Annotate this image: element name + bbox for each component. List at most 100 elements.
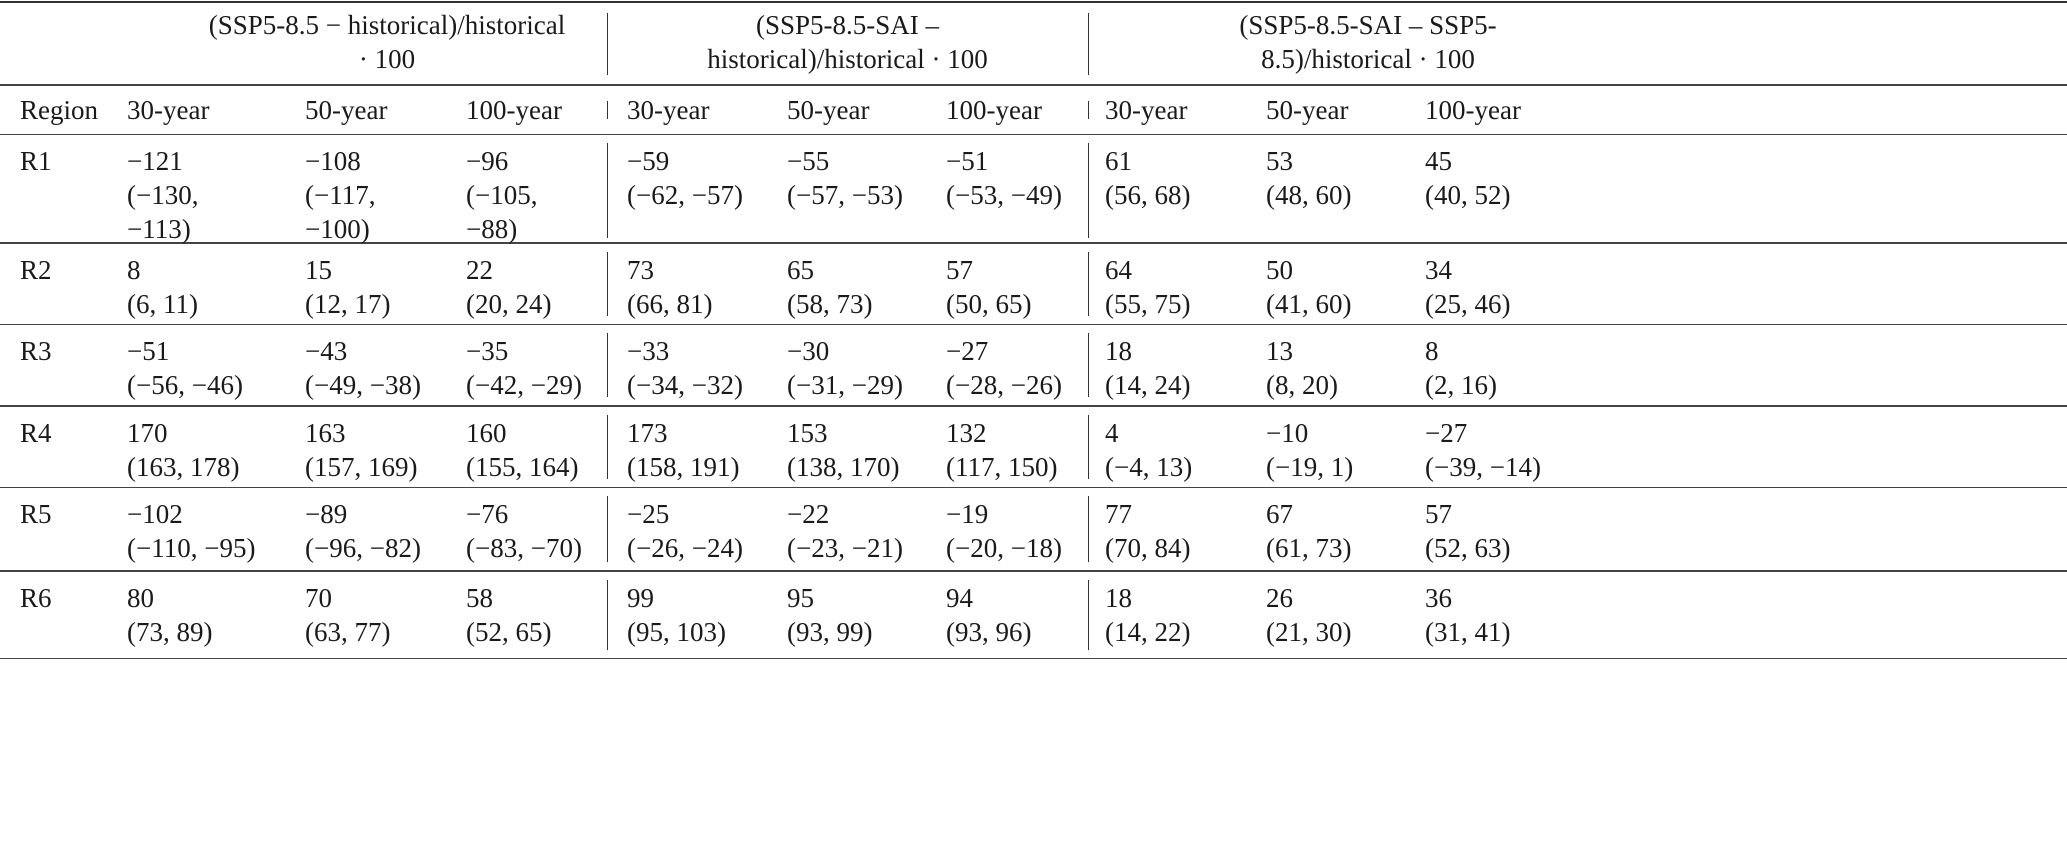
table-cell: 160 (155, 164) — [466, 407, 607, 487]
table-cell: 58 (52, 65) — [466, 572, 607, 658]
table-cell: 53 (48, 60) — [1266, 135, 1425, 246]
cell-confidence-interval: (−26, −24) — [627, 533, 743, 563]
cell-value: −108 — [305, 146, 361, 176]
region-label: R3 — [20, 336, 52, 366]
region-label: R1 — [20, 146, 52, 176]
table-cell: 170 (163, 178) — [127, 407, 305, 487]
cell-confidence-interval: (−49, −38) — [305, 370, 421, 400]
cell-value: −22 — [787, 499, 830, 529]
cell-value: 18 — [1105, 336, 1132, 366]
cell-value: 64 — [1105, 254, 1132, 285]
table-cell: 95 (93, 99) — [787, 572, 946, 658]
region-label: R2 — [20, 254, 52, 285]
cell-value: 77 — [1105, 499, 1132, 529]
group-header-ssp585-vs-historical: (SSP5-8.5 − historical)/historical · 100 — [208, 10, 566, 74]
cell-value: −121 — [127, 146, 183, 176]
row-rule — [0, 242, 2067, 244]
column-header-100-year: 100-year — [466, 94, 562, 125]
cell-confidence-interval: (−130, −113) — [127, 180, 199, 244]
cell-value: −43 — [305, 336, 348, 366]
table-cell: −27 (−28, −26) — [946, 325, 1088, 405]
cell-confidence-interval: (−105, −88) — [466, 180, 538, 244]
cell-value: 18 — [1105, 582, 1132, 613]
table-cell: 99 (95, 103) — [607, 572, 787, 658]
cell-value: −55 — [787, 146, 830, 176]
cell-confidence-interval: (117, 150) — [946, 451, 1058, 482]
cell-value: 170 — [127, 417, 168, 448]
cell-confidence-interval: (52, 63) — [1425, 533, 1511, 563]
cell-confidence-interval: (48, 60) — [1266, 180, 1352, 210]
cell-value: −19 — [946, 499, 989, 529]
cell-confidence-interval: (6, 11) — [127, 288, 198, 319]
cell-confidence-interval: (56, 68) — [1105, 180, 1191, 210]
cell-value: 8 — [1425, 336, 1439, 366]
table-row-r2: R2 8 (6, 11) 15 (12, 17) 22 (20, 24) 73 (66, 81)… — [0, 244, 2067, 324]
cell-value: −25 — [627, 499, 670, 529]
table-cell: 80 (73, 89) — [127, 572, 305, 658]
table-cell: −19 (−20, −18) — [946, 488, 1088, 570]
table-row-r4: R4 170 (163, 178) 163 (157, 169) 160 (155, 164… — [0, 407, 2067, 487]
results-table: (SSP5-8.5 − historical)/historical · 100… — [0, 1, 2067, 659]
table-cell: 163 (157, 169) — [305, 407, 466, 487]
cell-value: 58 — [466, 582, 493, 613]
table-cell: 132 (117, 150) — [946, 407, 1088, 487]
cell-value: 8 — [127, 254, 141, 285]
cell-confidence-interval: (157, 169) — [305, 451, 418, 482]
table-cell: 70 (63, 77) — [305, 572, 466, 658]
cell-confidence-interval: (21, 30) — [1266, 616, 1352, 647]
cell-value: 34 — [1425, 254, 1452, 285]
cell-value: 65 — [787, 254, 814, 285]
cell-confidence-interval: (93, 96) — [946, 616, 1032, 647]
cell-confidence-interval: (41, 60) — [1266, 288, 1352, 319]
cell-confidence-interval: (−117, −100) — [305, 180, 376, 244]
column-header-100-year: 100-year — [946, 94, 1042, 125]
table-cell: −51 (−53, −49) — [946, 135, 1088, 246]
cell-value: 22 — [466, 254, 493, 285]
table-cell: −25 (−26, −24) — [607, 488, 787, 570]
table-cell: 15 (12, 17) — [305, 244, 466, 324]
cell-confidence-interval: (95, 103) — [627, 616, 726, 647]
table-cell: 67 (61, 73) — [1266, 488, 1425, 570]
table-cell: 64 (55, 75) — [1088, 244, 1266, 324]
cell-value: −51 — [946, 146, 989, 176]
cell-confidence-interval: (61, 73) — [1266, 533, 1352, 563]
cell-value: 36 — [1425, 582, 1452, 613]
cell-value: 99 — [627, 582, 654, 613]
cell-confidence-interval: (31, 41) — [1425, 616, 1511, 647]
table-cell: 73 (66, 81) — [607, 244, 787, 324]
cell-value: 53 — [1266, 146, 1293, 176]
cell-confidence-interval: (−62, −57) — [627, 180, 743, 210]
column-header-30-year: 30-year — [607, 93, 787, 127]
cell-value: −27 — [1425, 417, 1468, 448]
column-header-rule — [0, 133, 2067, 135]
cell-confidence-interval: (50, 65) — [946, 288, 1032, 319]
cell-confidence-interval: (−28, −26) — [946, 370, 1062, 400]
bottom-rule — [0, 657, 2067, 659]
cell-confidence-interval: (−42, −29) — [466, 370, 582, 400]
cell-value: 132 — [946, 417, 987, 448]
table-cell: 18 (14, 24) — [1088, 325, 1266, 405]
cell-confidence-interval: (−39, −14) — [1425, 451, 1541, 482]
column-header-50-year: 50-year — [305, 94, 388, 125]
table-row-r5: R5 −102 (−110, −95) −89 (−96, −82) −76 (−83, −… — [0, 488, 2067, 570]
table-cell: −108 (−117, −100) — [305, 135, 466, 246]
cell-confidence-interval: (−20, −18) — [946, 533, 1062, 563]
cell-confidence-interval: (52, 65) — [466, 616, 552, 647]
column-header-row: Region 30-year 50-year 100-year 30-year 50-y… — [0, 86, 2067, 134]
row-rule — [0, 323, 2067, 325]
cell-confidence-interval: (40, 52) — [1425, 180, 1511, 210]
table-cell: −102 (−110, −95) — [127, 488, 305, 570]
cell-confidence-interval: (55, 75) — [1105, 288, 1191, 319]
table-cell: −30 (−31, −29) — [787, 325, 946, 405]
cell-value: 61 — [1105, 146, 1132, 176]
cell-value: −35 — [466, 336, 509, 366]
table-cell: −51 (−56, −46) — [127, 325, 305, 405]
table-row-r1: R1 −121 (−130, −113) −108 (−117, −100) −96 (−1… — [0, 135, 2067, 244]
table-cell: −55 (−57, −53) — [787, 135, 946, 246]
column-header-50-year: 50-year — [1266, 94, 1349, 125]
cell-value: −96 — [466, 146, 509, 176]
cell-value: 15 — [305, 254, 332, 285]
cell-value: 70 — [305, 582, 332, 613]
table-cell: 65 (58, 73) — [787, 244, 946, 324]
cell-confidence-interval: (−96, −82) — [305, 533, 421, 563]
